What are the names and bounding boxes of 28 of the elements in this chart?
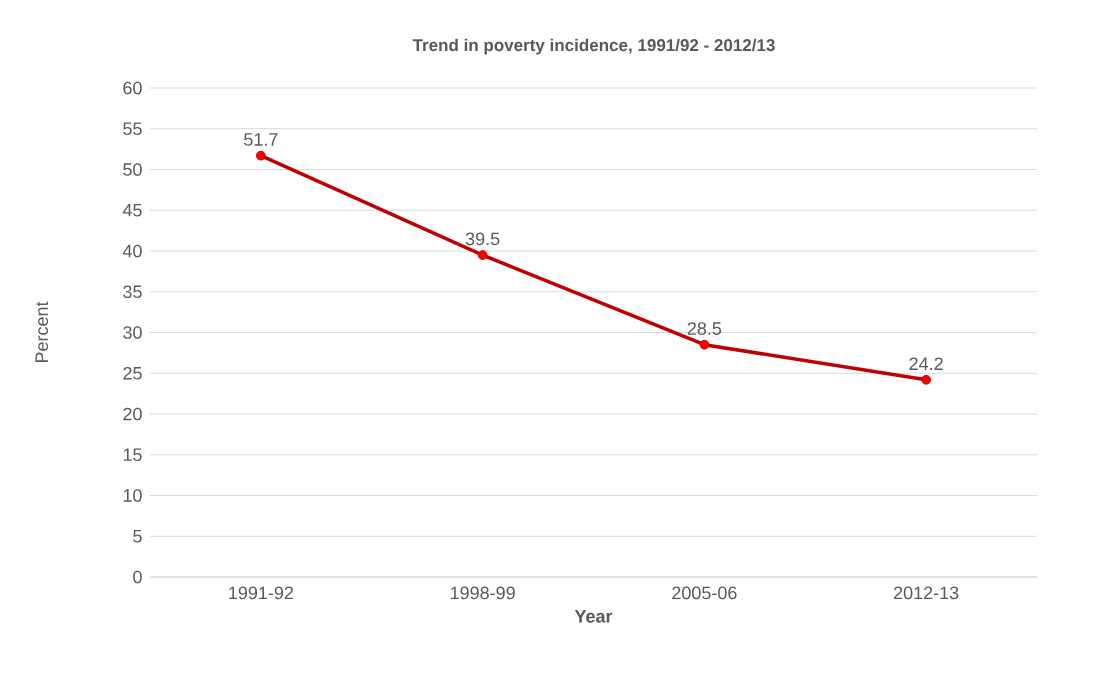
y-tick-label: 55	[123, 122, 142, 136]
x-tick-label: 1998-99	[450, 586, 515, 600]
y-tick-label: 20	[123, 407, 142, 421]
x-tick-label: 2005-06	[672, 586, 737, 600]
x-axis-title: Year	[574, 610, 613, 623]
data-label: 51.7	[244, 133, 278, 146]
data-label: 24.2	[909, 357, 943, 370]
data-label: 28.5	[687, 322, 722, 335]
y-tick-label: 35	[123, 285, 142, 299]
point	[699, 339, 710, 350]
x-tick-label: 2012-13	[894, 586, 959, 600]
y-tick-label: 30	[123, 326, 142, 339]
y-tick-label: 15	[123, 448, 142, 462]
chart-title: Trend in poverty incidence, 1991/92 - 2012/13	[412, 38, 775, 55]
point	[255, 150, 266, 161]
y-tick-label: 25	[123, 366, 142, 380]
y-axis-title: Percent	[35, 301, 49, 363]
y-tick-label: 40	[122, 244, 142, 258]
y-tick-label: 5	[133, 529, 142, 543]
point	[477, 250, 488, 260]
x-tick-label: 1991-92	[229, 586, 293, 600]
point	[921, 374, 932, 385]
y-tick-label: 10	[123, 489, 142, 502]
y-tick-label: 50	[123, 163, 142, 176]
y-tick-label: 45	[122, 203, 142, 217]
y-tick-label: 0	[133, 570, 142, 584]
y-tick-label: 60	[123, 81, 142, 95]
data-label: 39.5	[465, 232, 500, 246]
